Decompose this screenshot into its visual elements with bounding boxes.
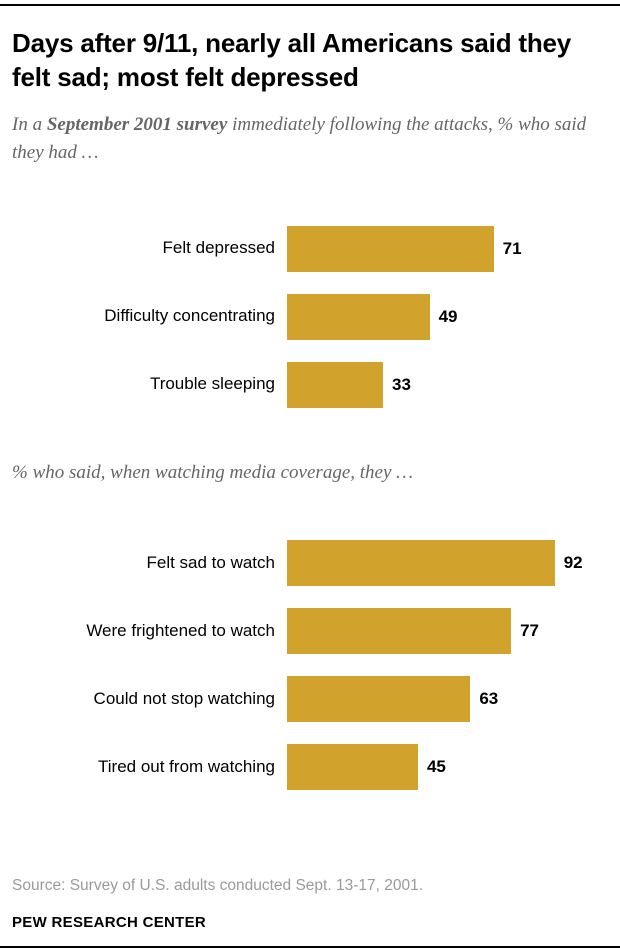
subtitle-pre: In a bbox=[12, 113, 47, 135]
bar-row: Felt depressed 71 bbox=[12, 225, 608, 272]
category-label: Could not stop watching bbox=[93, 689, 275, 709]
bar-row: Were frightened to watch 77 bbox=[12, 608, 608, 655]
bar bbox=[287, 361, 384, 408]
category-label: Trouble sleeping bbox=[149, 374, 275, 394]
category-label: Were frightened to watch bbox=[86, 621, 275, 641]
bar-chart-media-watching: Felt sad to watch 92 Were frightened to wa… bbox=[12, 540, 608, 791]
value-label: 77 bbox=[520, 621, 539, 641]
bar bbox=[287, 225, 494, 272]
source-note: Source: Survey of U.S. adults conducted … bbox=[12, 877, 423, 895]
bar-row: Tired out from watching 45 bbox=[12, 744, 608, 791]
category-label: Felt depressed bbox=[162, 238, 275, 258]
top-divider bbox=[0, 4, 620, 6]
brand-label: PEW RESEARCH CENTER bbox=[12, 914, 207, 931]
bar-row: Difficulty concentrating 49 bbox=[12, 293, 608, 340]
bar bbox=[287, 676, 471, 723]
bar-row: Trouble sleeping 33 bbox=[12, 361, 608, 408]
bar-area: 63 bbox=[287, 676, 608, 723]
bar-area: 45 bbox=[287, 744, 608, 791]
bar-chart-feelings: Felt depressed 71 Difficulty concentrating… bbox=[12, 225, 608, 408]
bar bbox=[287, 608, 512, 655]
subtitle-bold: September 2001 survey bbox=[46, 113, 228, 135]
value-label: 33 bbox=[392, 374, 411, 394]
bar-row: Felt sad to watch 92 bbox=[12, 540, 608, 587]
value-label: 45 bbox=[426, 757, 446, 777]
value-label: 92 bbox=[563, 553, 583, 573]
bar-area: 71 bbox=[287, 225, 608, 272]
bar-area: 77 bbox=[287, 608, 608, 655]
category-label: Difficulty concentrating bbox=[104, 306, 275, 326]
page-title: Days after 9/11, nearly all Americans sa… bbox=[12, 28, 572, 93]
chart-subtitle: In a September 2001 survey immediately f… bbox=[12, 111, 608, 168]
content-area: Days after 9/11, nearly all Americans sa… bbox=[0, 6, 620, 931]
value-label: 49 bbox=[438, 306, 458, 326]
bar bbox=[287, 744, 418, 791]
bar bbox=[287, 293, 430, 340]
footer: Source: Survey of U.S. adults conducted … bbox=[12, 876, 608, 931]
category-label: Tired out from watching bbox=[98, 757, 275, 777]
bar-row: Could not stop watching 63 bbox=[12, 676, 608, 723]
bar-area: 92 bbox=[287, 540, 608, 587]
category-label: Felt sad to watch bbox=[146, 553, 275, 573]
section-label-media: % who said, when watching media coverage… bbox=[12, 461, 414, 483]
bar-area: 33 bbox=[287, 361, 608, 408]
value-label: 63 bbox=[479, 689, 499, 709]
subtitle-post: immediately following the attacks, % who… bbox=[12, 113, 587, 164]
bar-area: 49 bbox=[287, 293, 608, 340]
bar bbox=[287, 540, 555, 587]
bottom-divider bbox=[0, 946, 620, 948]
value-label: 71 bbox=[502, 238, 522, 258]
